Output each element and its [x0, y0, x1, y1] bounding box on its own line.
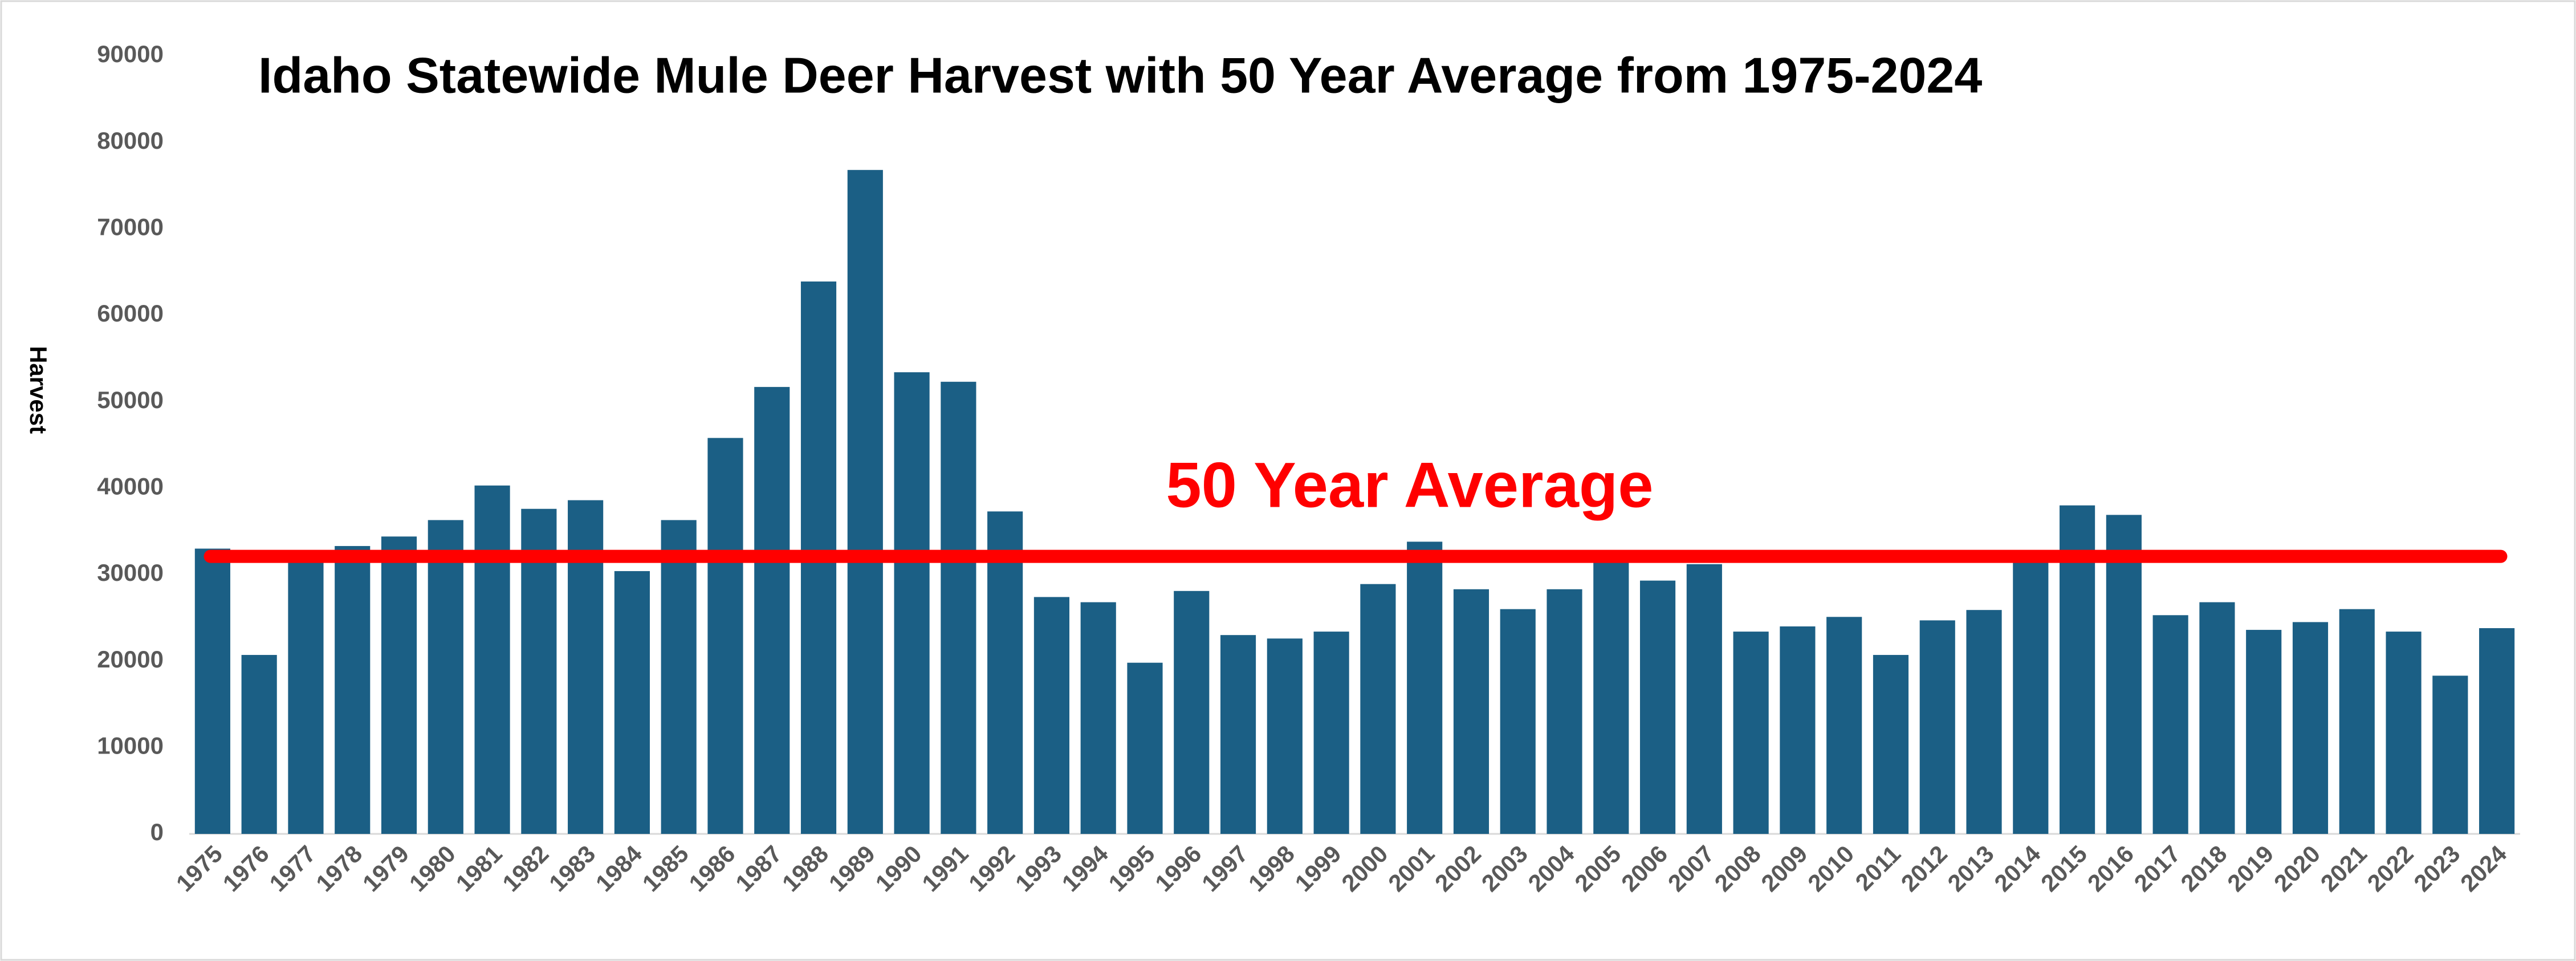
bar — [1080, 602, 1116, 834]
bar — [194, 548, 230, 834]
chart-title: Idaho Statewide Mule Deer Harvest with 5… — [258, 47, 1982, 103]
bar — [1220, 635, 1256, 834]
bar — [2386, 632, 2422, 834]
bar — [288, 553, 324, 834]
bar — [941, 381, 976, 834]
y-tick-label: 0 — [150, 819, 164, 845]
average-label: 50 Year Average — [1166, 450, 1653, 521]
bar — [2013, 557, 2049, 834]
bar — [894, 372, 930, 834]
y-tick-label: 90000 — [97, 40, 164, 67]
y-tick-label: 40000 — [97, 473, 164, 499]
bar — [1826, 617, 1862, 834]
bar — [2292, 622, 2329, 834]
bar — [2246, 630, 2282, 834]
y-tick-label: 60000 — [97, 300, 164, 327]
bar — [1733, 632, 1769, 834]
bar — [1639, 580, 1676, 834]
bar — [1919, 620, 1955, 834]
bar — [1873, 655, 1909, 834]
bar — [2199, 602, 2235, 834]
bar — [1127, 662, 1163, 834]
y-tick-label: 30000 — [97, 559, 164, 586]
bar — [1313, 632, 1349, 834]
y-tick-label: 70000 — [97, 213, 164, 240]
bar — [1267, 638, 1303, 834]
bar — [1360, 584, 1396, 834]
bar — [754, 386, 790, 834]
bar — [521, 508, 557, 834]
y-tick-label: 50000 — [97, 386, 164, 413]
bar — [614, 571, 650, 834]
bar — [2432, 675, 2468, 834]
bar — [381, 536, 417, 834]
bar — [428, 520, 463, 834]
bar — [1593, 557, 1629, 834]
bar — [1780, 626, 1816, 834]
bar — [1174, 591, 1210, 834]
bar — [1500, 609, 1536, 834]
bar — [2152, 615, 2188, 834]
bar — [241, 655, 277, 834]
bar — [1966, 610, 2002, 834]
y-tick-label: 20000 — [97, 646, 164, 673]
bar — [474, 485, 510, 834]
y-tick-label: 10000 — [97, 732, 164, 759]
bar — [1033, 597, 1070, 834]
y-axis-label: Harvest — [25, 346, 52, 434]
bar — [661, 520, 697, 834]
bar — [1547, 589, 1582, 834]
bar — [2479, 628, 2515, 834]
bar — [2339, 609, 2375, 834]
y-tick-label: 80000 — [97, 127, 164, 154]
bar — [707, 438, 743, 834]
bar — [1453, 589, 1490, 834]
bar — [847, 170, 883, 834]
bar — [1686, 564, 1722, 834]
bar — [2106, 515, 2142, 834]
bar — [987, 511, 1023, 834]
bar — [335, 545, 371, 834]
bar — [1407, 541, 1443, 834]
